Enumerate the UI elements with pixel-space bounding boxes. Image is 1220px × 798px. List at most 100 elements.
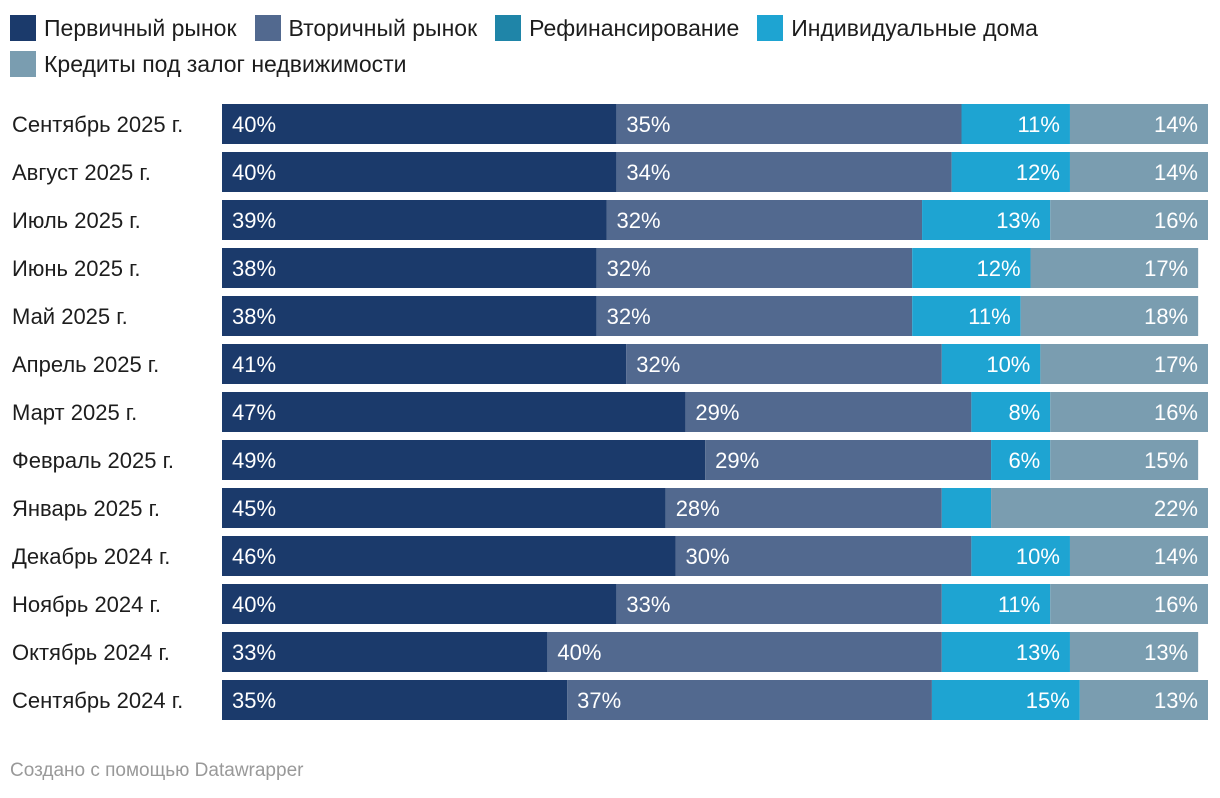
value-label: 14% [1154, 160, 1198, 185]
category-label: Январь 2025 г. [12, 496, 160, 521]
bar-segment [222, 248, 597, 288]
bar-segment [222, 152, 617, 192]
value-label: 39% [232, 208, 276, 233]
value-label: 11% [1018, 112, 1060, 137]
bar-segment [626, 344, 942, 384]
bar-segment [606, 200, 923, 240]
value-label: 14% [1154, 112, 1198, 137]
footer-credit: Создано с помощью Datawrapper [10, 760, 304, 781]
bar-segment [1069, 536, 1208, 576]
value-label: 30% [686, 544, 730, 569]
bar-segment [1020, 296, 1199, 336]
legend-item: Вторичный рынок [254, 10, 477, 46]
legend-swatch [254, 15, 281, 41]
value-label: 13% [1154, 688, 1198, 713]
bar-segment [951, 152, 1070, 192]
value-label: 12% [976, 256, 1020, 281]
bar-segment [222, 392, 686, 432]
value-label: 47% [232, 400, 276, 425]
value-label: 6% [1008, 448, 1040, 473]
legend-label: Первичный рынок [44, 15, 237, 41]
value-label: 13% [996, 208, 1040, 233]
bar-segment [616, 152, 952, 192]
bar-segment [941, 584, 1051, 624]
value-label: 49% [232, 448, 276, 473]
bar-segment [922, 200, 1051, 240]
bar-segment [596, 296, 913, 336]
legend-item: Кредиты под залог недвижимости [10, 46, 407, 82]
value-label: 12% [1016, 160, 1060, 185]
bar-segment [931, 680, 1080, 720]
bar-segment [1050, 584, 1208, 624]
bar-segment [222, 104, 617, 144]
bar-segment [1079, 680, 1208, 720]
bar-segment [912, 296, 1021, 336]
category-label: Июнь 2025 г. [12, 256, 141, 281]
legend-item: Рефинансирование [495, 10, 739, 46]
value-label: 40% [232, 160, 276, 185]
value-label: 18% [1144, 304, 1188, 329]
value-label: 11% [998, 592, 1040, 617]
bar-segment [616, 104, 962, 144]
bar-segment [705, 440, 992, 480]
bar-segment [567, 680, 932, 720]
bar-segment [961, 104, 1070, 144]
bar-segment [991, 440, 1051, 480]
bar-segment [941, 344, 1041, 384]
value-label: 22% [1154, 496, 1198, 521]
value-label: 33% [232, 640, 276, 665]
bar-segment [1069, 152, 1208, 192]
value-label: 16% [1154, 208, 1198, 233]
value-label: 35% [626, 112, 670, 137]
value-label: 32% [607, 304, 651, 329]
legend-label: Кредиты под залог недвижимости [44, 51, 407, 77]
chart-legend: Первичный рынок Вторичный рынок Рефинансир… [10, 10, 1200, 82]
bar-segment [1040, 344, 1208, 384]
category-label: Май 2025 г. [12, 304, 128, 329]
value-label: 13% [1016, 640, 1060, 665]
bar-segment [941, 488, 992, 528]
category-label: Сентябрь 2024 г. [12, 688, 183, 713]
value-label: 34% [626, 160, 670, 185]
category-label: Апрель 2025 г. [12, 352, 159, 377]
category-label: Декабрь 2024 г. [12, 544, 170, 569]
value-label: 32% [636, 352, 680, 377]
bar-segment [991, 488, 1208, 528]
bar-segment [222, 536, 676, 576]
bar-segment [222, 488, 666, 528]
value-label: 45% [232, 496, 276, 521]
value-label: 38% [232, 304, 276, 329]
value-label: 13% [1144, 640, 1188, 665]
legend-label: Рефинансирование [529, 15, 740, 41]
category-label: Ноябрь 2024 г. [12, 592, 161, 617]
bar-segment [222, 296, 597, 336]
bar-segment [222, 440, 706, 480]
bar-segment [222, 584, 617, 624]
bar-segment [1050, 392, 1208, 432]
bar-segment [971, 536, 1070, 576]
value-label: 46% [232, 544, 276, 569]
value-label: 38% [232, 256, 276, 281]
bar-segment [596, 248, 913, 288]
value-label: 16% [1154, 592, 1198, 617]
value-label: 33% [626, 592, 670, 617]
bar-segment [675, 536, 972, 576]
value-label: 17% [1144, 256, 1188, 281]
legend-swatch [495, 15, 522, 41]
value-label: 28% [676, 496, 720, 521]
value-label: 10% [986, 352, 1030, 377]
category-label: Октябрь 2024 г. [12, 640, 170, 665]
category-label: Сентябрь 2025 г. [12, 112, 183, 137]
bar-segment [1069, 632, 1199, 672]
bar-segment [222, 632, 548, 672]
bar-segment [941, 632, 1070, 672]
bar-segment [971, 392, 1051, 432]
bar-segment [1030, 248, 1199, 288]
bar-segment [1069, 104, 1208, 144]
legend-item: Первичный рынок [10, 10, 237, 46]
legend-swatch [10, 51, 36, 77]
value-label: 29% [695, 400, 739, 425]
bar-segment [665, 488, 942, 528]
bar-segment [222, 344, 627, 384]
